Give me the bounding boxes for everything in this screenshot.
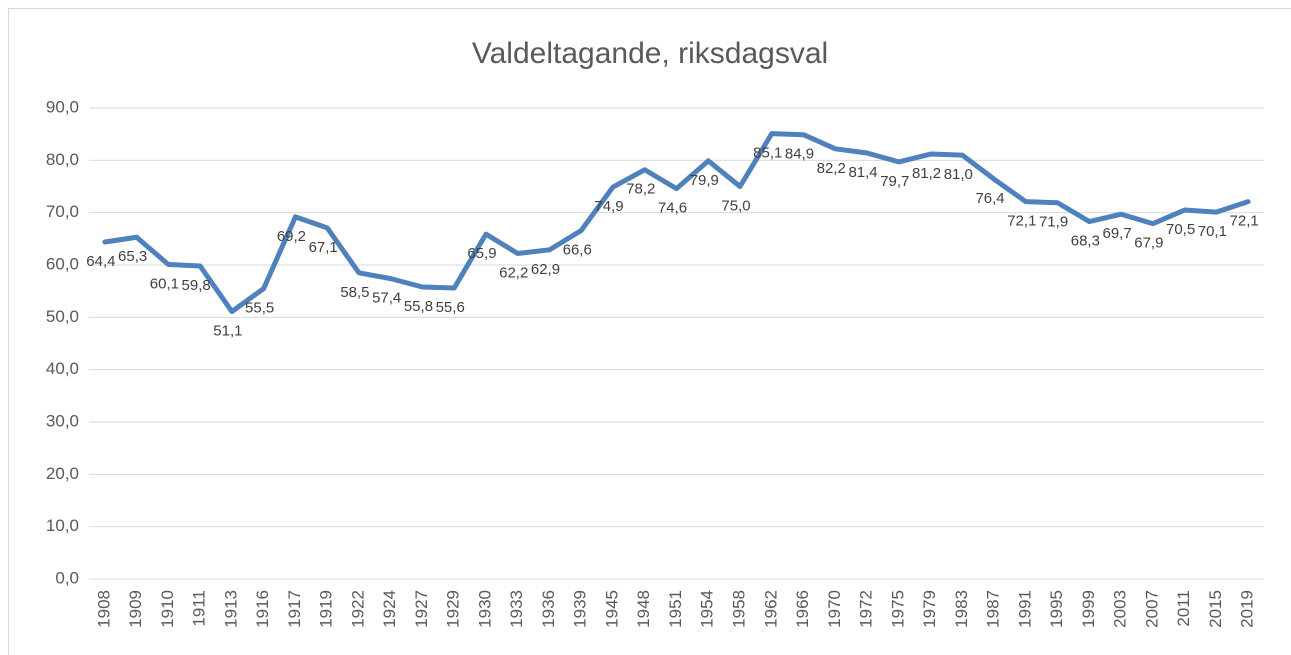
x-tick-label: 1954 [698, 590, 717, 628]
x-tick-label: 1922 [348, 590, 367, 628]
data-label: 57,4 [372, 290, 401, 307]
x-tick-label: 1929 [444, 590, 463, 628]
y-tick-label: 60,0 [46, 254, 79, 273]
data-label: 59,8 [182, 277, 211, 294]
data-label: 55,8 [404, 298, 433, 315]
chart-border [8, 8, 1291, 655]
data-label: 81,0 [944, 166, 973, 183]
x-tick-label: 1987 [984, 590, 1003, 628]
data-label: 79,7 [880, 173, 909, 190]
x-tick-label: 1995 [1047, 590, 1066, 628]
y-tick-label: 10,0 [46, 516, 79, 535]
x-tick-label: 1948 [634, 590, 653, 628]
x-tick-label: 1917 [285, 590, 304, 628]
y-tick-label: 80,0 [46, 150, 79, 169]
x-tick-label: 1972 [857, 590, 876, 628]
data-label: 76,4 [975, 190, 1004, 207]
y-tick-label: 40,0 [46, 359, 79, 378]
x-tick-label: 1910 [158, 590, 177, 628]
y-tick-label: 50,0 [46, 307, 79, 326]
data-label: 58,5 [340, 284, 369, 301]
x-tick-label: 1933 [507, 590, 526, 628]
data-label: 70,5 [1166, 221, 1195, 238]
y-tick-label: 90,0 [46, 97, 79, 116]
y-tick-label: 20,0 [46, 464, 79, 483]
x-tick-label: 2019 [1238, 590, 1257, 628]
x-tick-label: 1916 [253, 590, 272, 628]
x-tick-label: 2015 [1206, 590, 1225, 628]
x-tick-label: 1911 [190, 590, 209, 627]
x-tick-label: 1919 [317, 590, 336, 628]
data-label: 62,2 [499, 264, 528, 281]
data-label: 71,9 [1039, 214, 1068, 231]
x-tick-label: 2011 [1174, 590, 1193, 627]
x-tick-label: 1945 [602, 590, 621, 628]
chart-title: Valdeltagande, riksdagsval [472, 37, 828, 70]
x-tick-label: 1962 [761, 590, 780, 628]
data-label: 75,0 [721, 197, 750, 214]
x-tick-label: 2003 [1111, 590, 1130, 628]
x-tick-label: 1924 [380, 590, 399, 628]
data-label: 62,9 [531, 261, 560, 278]
data-label: 74,9 [594, 198, 623, 215]
data-label: 72,1 [1230, 213, 1259, 230]
x-tick-label: 1951 [666, 590, 685, 628]
y-tick-label: 0,0 [55, 568, 79, 587]
data-label: 67,1 [309, 239, 338, 256]
data-label: 55,5 [245, 300, 274, 317]
x-tick-label: 1939 [571, 590, 590, 628]
data-label: 81,2 [912, 165, 941, 182]
x-tick-label: 1909 [126, 590, 145, 628]
data-label: 65,3 [118, 248, 147, 265]
data-label: 74,6 [658, 200, 687, 217]
x-tick-label: 1983 [952, 590, 971, 628]
x-tick-label: 2007 [1142, 590, 1161, 628]
data-label: 66,6 [563, 241, 592, 258]
x-tick-label: 1958 [729, 590, 748, 628]
x-tick-label: 1913 [221, 590, 240, 628]
data-label: 69,2 [277, 228, 306, 245]
x-tick-label: 1979 [920, 590, 939, 628]
x-tick-label: 1991 [1015, 590, 1034, 628]
data-label: 81,4 [848, 164, 877, 181]
x-tick-label: 1966 [793, 590, 812, 628]
data-label: 79,9 [690, 172, 719, 189]
x-tick-label: 1975 [888, 590, 907, 628]
x-tick-label: 1936 [539, 590, 558, 628]
data-label: 60,1 [150, 275, 179, 292]
x-tick-label: 1999 [1079, 590, 1098, 628]
data-label: 55,6 [436, 299, 465, 316]
data-label: 72,1 [1007, 213, 1036, 230]
y-tick-label: 30,0 [46, 411, 79, 430]
data-label: 70,1 [1198, 223, 1227, 240]
data-label: 68,3 [1071, 233, 1100, 250]
data-label: 65,9 [467, 245, 496, 262]
x-tick-label: 1970 [825, 590, 844, 628]
x-tick-label: 1927 [412, 590, 431, 628]
data-label: 78,2 [626, 181, 655, 198]
x-tick-label: 1908 [94, 590, 113, 628]
y-tick-label: 70,0 [46, 202, 79, 221]
data-label: 84,9 [785, 146, 814, 163]
data-label: 82,2 [817, 160, 846, 177]
x-tick-label: 1930 [475, 590, 494, 628]
data-label: 85,1 [753, 145, 782, 162]
data-label: 51,1 [213, 323, 242, 340]
data-label: 67,9 [1134, 235, 1163, 252]
data-label: 69,7 [1102, 225, 1131, 242]
line [102, 131, 1251, 315]
data-label: 64,4 [86, 253, 115, 270]
